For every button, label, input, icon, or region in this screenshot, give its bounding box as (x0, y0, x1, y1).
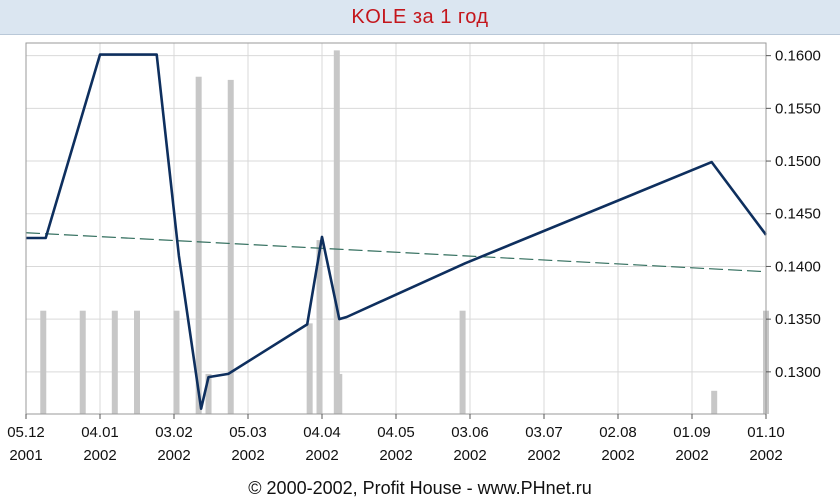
x-tick-label: 01.09 (673, 424, 711, 441)
x-tick-label: 03.06 (451, 424, 489, 441)
volume-bar (711, 390, 718, 414)
y-tick-label: 0.1500 (775, 153, 821, 170)
price-chart: 0.1300 0.1350 0.1400 0.1450 0.1500 0.1550 0.16… (7, 42, 821, 464)
volume-bar (40, 310, 47, 414)
x-tick-year-label: 2002 (83, 447, 116, 464)
x-tick-label: 05.12 (7, 424, 45, 441)
y-tick-label: 0.1450 (775, 206, 821, 223)
volume-bar (316, 240, 323, 414)
x-tick-label: 03.07 (525, 424, 563, 441)
y-tick-label: 0.1400 (775, 258, 821, 275)
x-tick-year-label: 2002 (527, 447, 560, 464)
volume-bar (134, 310, 140, 414)
y-tick-label: 0.1550 (775, 100, 821, 117)
x-tick-year-label: 2002 (749, 447, 782, 464)
x-tick-year-label: 2002 (305, 447, 338, 464)
volume-bar (336, 373, 343, 414)
volume-bar (227, 79, 234, 414)
x-tick-year-label: 2002 (601, 447, 634, 464)
x-tick-year-label: 2002 (453, 447, 486, 464)
volume-bar (173, 310, 180, 414)
x-tick-year-label: 2001 (9, 447, 42, 464)
volume-bar (333, 50, 340, 414)
y-tick-label: 0.1300 (775, 364, 821, 381)
volume-bar (79, 310, 86, 414)
x-tick-label: 04.05 (377, 424, 415, 441)
volume-bar (111, 310, 118, 414)
x-tick-label: 04.01 (81, 424, 119, 441)
volume-bar (195, 76, 202, 415)
x-tick-label: 02.08 (599, 424, 637, 441)
trend-line (25, 232, 767, 273)
x-tick-year-label: 2002 (231, 447, 264, 464)
x-tick-label: 03.02 (155, 424, 193, 441)
volume-bar (306, 323, 313, 414)
volume-bar (205, 373, 212, 414)
chart-title-bar: KOLE за 1 год (0, 0, 840, 35)
x-tick-year-label: 2002 (379, 447, 412, 464)
x-tick-label: 04.04 (303, 424, 341, 441)
x-tick-year-label: 2002 (157, 447, 190, 464)
x-tick-label: 05.03 (229, 424, 267, 441)
y-tick-label: 0.1600 (775, 48, 821, 65)
x-tick-label: 01.10 (747, 424, 785, 441)
copyright-footer: © 2000-2002, Profit House - www.PHnet.ru (0, 476, 840, 500)
x-tick-year-label: 2002 (675, 447, 708, 464)
y-tick-label: 0.1350 (775, 311, 821, 328)
volume-bar (459, 310, 466, 414)
chart-title: KOLE за 1 год (351, 5, 489, 28)
copyright-text: © 2000-2002, Profit House - www.PHnet.ru (248, 477, 592, 498)
